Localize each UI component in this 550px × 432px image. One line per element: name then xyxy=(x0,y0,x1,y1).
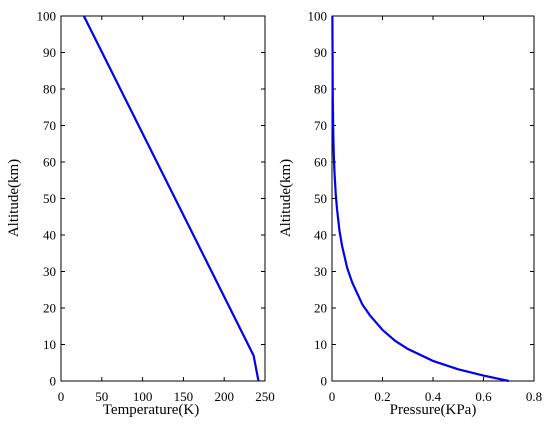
temperature-series-line xyxy=(82,15,260,382)
temperature-x-tick-label: 150 xyxy=(174,389,194,404)
pressure-x-axis-label: Pressure(KPa) xyxy=(390,402,477,418)
pressure-y-tick-label: 40 xyxy=(314,228,327,243)
pressure-y-tick-label: 0 xyxy=(321,374,328,389)
temperature-y-tick-label: 0 xyxy=(50,374,57,389)
pressure-x-tick-label: 0 xyxy=(329,389,336,404)
pressure-y-tick-label: 20 xyxy=(314,301,327,316)
temperature-x-tick-label: 250 xyxy=(255,389,275,404)
temperature-y-tick-label: 70 xyxy=(43,118,56,133)
temperature-x-tick-label: 100 xyxy=(133,389,153,404)
pressure-y-tick-label: 30 xyxy=(314,264,327,279)
pressure-series-line xyxy=(331,15,509,383)
temperature-y-tick-label: 40 xyxy=(43,228,56,243)
temperature-panel: 0 10 20 30 40 50 60 70 80 90 100 0 50 100 150 200 250 T… xyxy=(6,9,275,419)
pressure-y-axis-label: Altitude(km) xyxy=(278,159,294,237)
temperature-y-axis-label: Altitude(km) xyxy=(6,159,22,237)
pressure-panel: 0 10 20 30 40 50 60 70 80 90 100 0 0.2 0.4 0.6 0.8 Pre… xyxy=(278,9,542,419)
temperature-y-tick-label: 20 xyxy=(43,301,56,316)
pressure-y-tick-label: 90 xyxy=(314,45,327,60)
pressure-y-tick-label: 80 xyxy=(314,82,327,97)
temperature-x-tick-label: 50 xyxy=(95,389,108,404)
pressure-y-tick-label: 70 xyxy=(314,118,327,133)
temperature-y-tick-label: 50 xyxy=(43,191,56,206)
temperature-x-tick-label: 0 xyxy=(58,389,65,404)
temperature-y-tick-label: 100 xyxy=(37,9,57,24)
temperature-y-tick-label: 90 xyxy=(43,45,56,60)
temperature-plot-frame xyxy=(60,15,266,382)
pressure-x-tick-label: 0.4 xyxy=(425,389,442,404)
temperature-x-tick-label: 200 xyxy=(214,389,234,404)
pressure-plot-frame xyxy=(331,15,535,382)
pressure-x-tick-label: 0.8 xyxy=(526,389,542,404)
temperature-y-tick-label: 30 xyxy=(43,264,56,279)
pressure-y-tick-label: 10 xyxy=(314,337,327,352)
temperature-y-tick-label: 10 xyxy=(43,337,56,352)
pressure-y-tick-label: 60 xyxy=(314,155,327,170)
temperature-x-axis-label: Temperature(K) xyxy=(103,402,199,418)
temperature-y-tick-label: 60 xyxy=(43,155,56,170)
pressure-y-tick-label: 50 xyxy=(314,191,327,206)
pressure-x-tick-label: 0.6 xyxy=(475,389,492,404)
temperature-y-tick-label: 80 xyxy=(43,82,56,97)
pressure-y-tick-label: 100 xyxy=(308,9,328,24)
pressure-x-tick-label: 0.2 xyxy=(374,389,390,404)
